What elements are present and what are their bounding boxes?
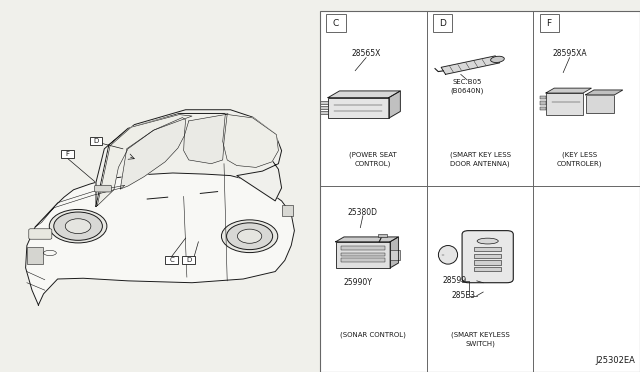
Bar [474,266,501,271]
Text: 285E3: 285E3 [452,291,476,300]
Polygon shape [389,91,401,118]
Bar [335,242,390,268]
Text: F: F [65,151,69,157]
Text: SWITCH): SWITCH) [465,341,495,347]
Bar [321,111,328,115]
Bar [165,256,178,264]
Text: 28595XA: 28595XA [552,49,587,58]
Bar [540,14,559,32]
Text: D: D [186,257,191,263]
Text: (B0640N): (B0640N) [451,88,484,94]
Bar [27,247,43,264]
Bar [90,137,102,145]
Text: 28565X: 28565X [351,49,381,58]
Polygon shape [390,237,398,268]
Text: DOOR ANTENNA): DOOR ANTENNA) [450,160,510,167]
FancyBboxPatch shape [95,185,111,192]
Text: J25302EA: J25302EA [595,356,635,365]
Text: C: C [169,257,174,263]
Text: 28599: 28599 [442,276,467,285]
Bar [474,260,501,265]
Bar [321,106,328,109]
Bar [320,11,640,372]
Ellipse shape [221,220,278,253]
Text: (KEY LESS: (KEY LESS [562,151,596,158]
Text: (SMART KEYLESS: (SMART KEYLESS [451,331,509,338]
Polygon shape [26,173,294,305]
Bar [321,100,328,104]
Ellipse shape [438,246,458,264]
Bar [326,14,346,32]
Ellipse shape [227,223,273,250]
Polygon shape [120,118,186,189]
Ellipse shape [477,238,499,244]
Polygon shape [328,91,401,97]
Text: D: D [93,138,99,144]
Ellipse shape [65,219,91,234]
Bar [328,97,389,118]
Text: (SONAR CONTROL): (SONAR CONTROL) [340,331,406,338]
Text: F: F [547,19,552,28]
Text: 25990Y: 25990Y [344,278,373,287]
Polygon shape [184,114,227,164]
Polygon shape [441,56,500,74]
Bar [540,107,546,110]
Bar [282,205,293,216]
Polygon shape [335,237,398,242]
Text: (POWER SEAT: (POWER SEAT [349,151,397,158]
Text: CONTROLER): CONTROLER) [556,160,602,167]
Bar [474,254,501,258]
Bar [378,234,387,237]
Bar [320,11,640,372]
Ellipse shape [491,56,504,62]
Bar [546,93,583,115]
Bar [182,256,195,264]
Text: (SMART KEY LESS: (SMART KEY LESS [449,151,511,158]
Polygon shape [96,110,282,206]
Bar [340,258,385,262]
Bar [586,95,614,113]
Polygon shape [223,114,278,167]
Bar [61,150,74,158]
Polygon shape [546,88,591,93]
Text: D: D [440,19,446,28]
Ellipse shape [237,229,262,243]
Bar [540,96,546,99]
Text: SEC.B05: SEC.B05 [452,79,482,85]
Bar [474,247,501,251]
Polygon shape [97,115,192,206]
Polygon shape [586,90,623,95]
FancyBboxPatch shape [462,231,513,283]
Text: C: C [333,19,339,28]
Text: CONTROL): CONTROL) [355,160,391,167]
Bar [340,253,385,256]
Ellipse shape [54,212,102,240]
Text: 25380D: 25380D [348,208,378,217]
Bar [433,14,452,32]
Bar [540,101,546,105]
Ellipse shape [49,209,107,243]
FancyBboxPatch shape [29,229,52,239]
Bar [390,250,399,260]
Bar [340,246,385,250]
